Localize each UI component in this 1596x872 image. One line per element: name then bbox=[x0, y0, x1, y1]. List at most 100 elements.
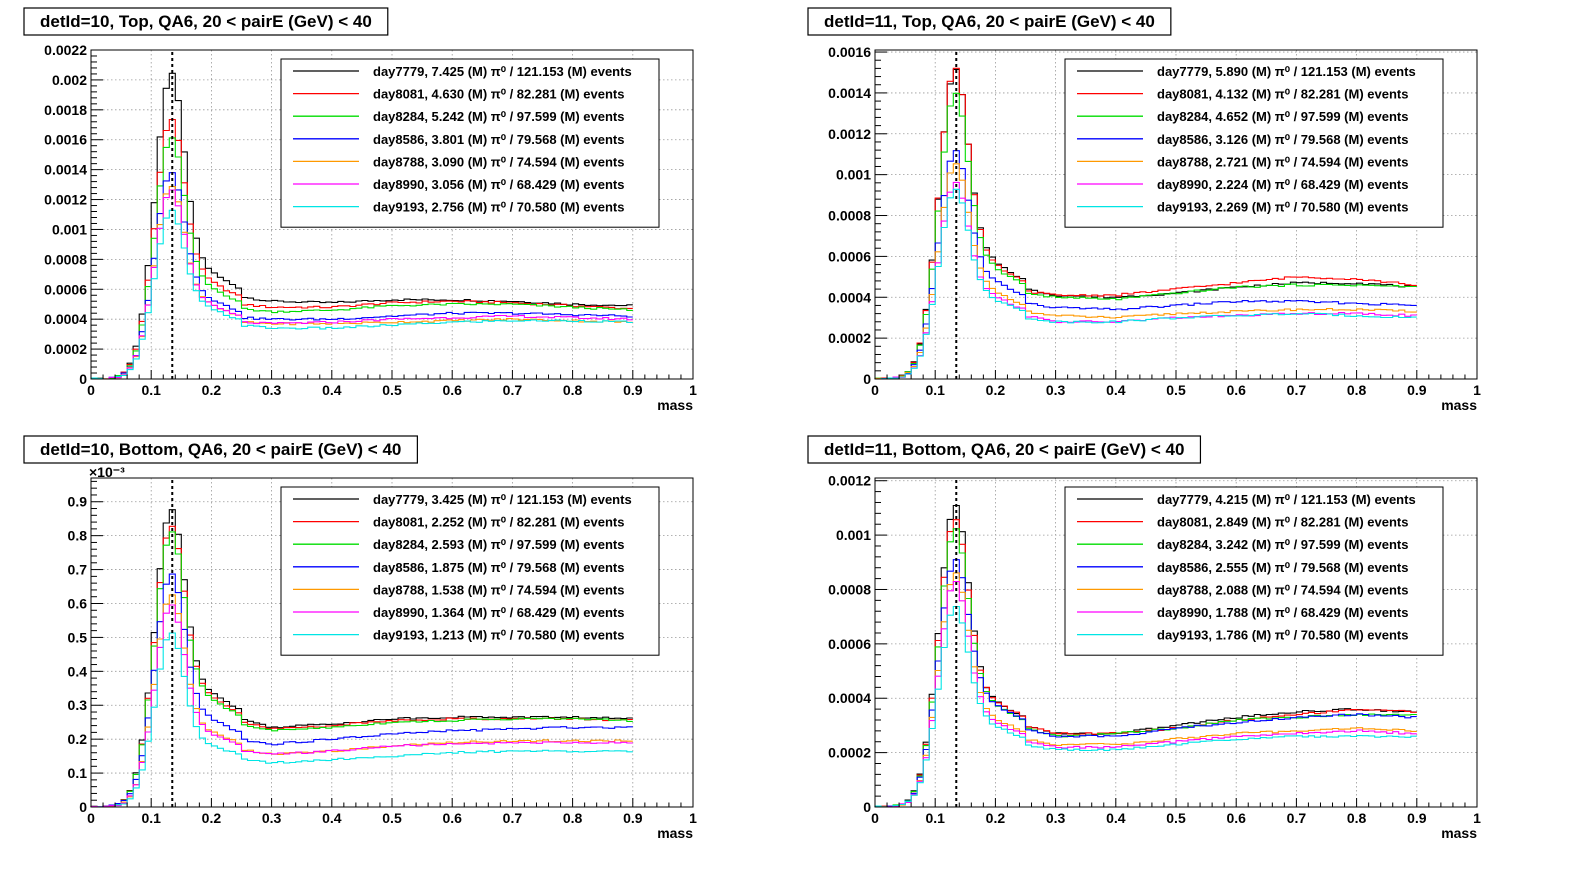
y-tick-label: 0.1 bbox=[68, 765, 88, 781]
x-tick-label: 0 bbox=[871, 382, 879, 398]
chart-title-box: detId=10, Top, QA6, 20 < pairE (GeV) < 4… bbox=[23, 7, 389, 36]
y-tick-label: 0.0002 bbox=[828, 745, 871, 761]
legend-entry: day8284, 2.593 (M) π⁰ / 97.599 (M) event… bbox=[373, 537, 624, 552]
y-tick-label: 0 bbox=[863, 799, 871, 815]
x-tick-label: 0.3 bbox=[1046, 810, 1066, 826]
legend-entry: day8081, 4.132 (M) π⁰ / 82.281 (M) event… bbox=[1157, 87, 1408, 102]
x-tick-label: 0.6 bbox=[442, 810, 462, 826]
y-tick-label: 0.0006 bbox=[44, 281, 87, 297]
y-tick-label: 0.3 bbox=[68, 697, 88, 713]
chart-panel-detid11-bottom: 0 0.1 0.2 0.3 0.4 0.5 0.6 0.7 0.8 0.9 1 mass 0 0.0002… bbox=[784, 428, 1582, 864]
x-tick-label: 0.8 bbox=[563, 810, 583, 826]
x-axis-label: mass bbox=[1441, 397, 1477, 413]
x-axis-label: mass bbox=[657, 397, 693, 413]
y-tick-label: 0.5 bbox=[68, 629, 88, 645]
y-tick-label: 0.0012 bbox=[44, 192, 87, 208]
x-tick-label: 0.8 bbox=[1347, 810, 1367, 826]
x-tick-label: 0.2 bbox=[986, 810, 1006, 826]
y-tick-label: 0 bbox=[79, 371, 87, 387]
x-axis-label: mass bbox=[1441, 825, 1477, 841]
x-tick-label: 0.2 bbox=[202, 382, 222, 398]
histogram-series-day9193 bbox=[91, 632, 633, 808]
y-tick-label: 0.0002 bbox=[828, 330, 871, 346]
legend-entry: day8586, 3.126 (M) π⁰ / 79.568 (M) event… bbox=[1157, 132, 1408, 147]
histogram-series-day8586 bbox=[90, 573, 633, 808]
x-tick-label: 0.4 bbox=[322, 382, 342, 398]
title-frame bbox=[807, 435, 1202, 464]
histogram-series-day8586 bbox=[91, 172, 633, 380]
y-tick-label: 0.0014 bbox=[828, 85, 871, 101]
y-tick-label: 0.0004 bbox=[828, 289, 871, 305]
y-axis: 0 0.0002 0.0004 0.0006 0.0008 0.001 0.0012 0.00… bbox=[44, 42, 103, 387]
y-tick-label: 0.0008 bbox=[828, 208, 871, 224]
y-tick-label: 0.0006 bbox=[828, 248, 871, 264]
title-frame bbox=[23, 435, 418, 464]
legend-entry: day8284, 4.652 (M) π⁰ / 97.599 (M) event… bbox=[1157, 109, 1408, 124]
legend-entry: day8081, 4.630 (M) π⁰ / 82.281 (M) event… bbox=[373, 87, 624, 102]
x-tick-label: 0.3 bbox=[1046, 382, 1066, 398]
y-axis-exponent: ×10⁻³ bbox=[89, 464, 125, 480]
histogram-series-day8788 bbox=[874, 163, 1417, 380]
legend-entry: day8990, 1.788 (M) π⁰ / 68.429 (M) event… bbox=[1157, 605, 1408, 620]
legend-entry: day8990, 3.056 (M) π⁰ / 68.429 (M) event… bbox=[373, 177, 624, 192]
x-tick-label: 0.6 bbox=[1226, 810, 1246, 826]
x-tick-label: 0.7 bbox=[503, 382, 523, 398]
y-tick-label: 0.8 bbox=[68, 528, 88, 544]
legend-entry: day8788, 2.721 (M) π⁰ / 74.594 (M) event… bbox=[1157, 154, 1408, 169]
x-tick-label: 0.6 bbox=[1226, 382, 1246, 398]
x-tick-label: 0.7 bbox=[1287, 382, 1307, 398]
x-tick-label: 0.3 bbox=[262, 810, 282, 826]
legend-entry: day8586, 2.555 (M) π⁰ / 79.568 (M) event… bbox=[1157, 560, 1408, 575]
histograms bbox=[90, 72, 633, 380]
x-tick-label: 0.9 bbox=[1407, 810, 1427, 826]
y-tick-label: 0.2 bbox=[68, 731, 88, 747]
histogram-series-day8284 bbox=[91, 137, 633, 380]
x-tick-label: 0 bbox=[87, 810, 95, 826]
legend-entry: day9193, 1.786 (M) π⁰ / 70.580 (M) event… bbox=[1157, 628, 1408, 643]
y-tick-label: 0.001 bbox=[836, 527, 871, 543]
histograms bbox=[874, 67, 1417, 380]
y-tick-label: 0.001 bbox=[52, 221, 87, 237]
histograms bbox=[874, 504, 1417, 808]
legend-entry: day9193, 2.756 (M) π⁰ / 70.580 (M) event… bbox=[373, 200, 624, 215]
y-tick-label: 0.0004 bbox=[44, 311, 87, 327]
legend-entry: day8081, 2.252 (M) π⁰ / 82.281 (M) event… bbox=[373, 515, 624, 530]
chart-title: detId=11, Bottom, QA6, 20 < pairE (GeV) … bbox=[824, 440, 1184, 459]
legend-frame bbox=[1064, 58, 1444, 228]
chart-panel-detid10-bottom: 0 0.1 0.2 0.3 0.4 0.5 0.6 0.7 0.8 0.9 1 mass 0 0.1 0.2… bbox=[0, 428, 798, 864]
x-tick-label: 1 bbox=[1473, 382, 1481, 398]
legend-entry: day7779, 4.215 (M) π⁰ / 121.153 (M) even… bbox=[1157, 492, 1416, 507]
y-tick-label: 0.0018 bbox=[44, 102, 87, 118]
title-frame bbox=[23, 7, 389, 36]
y-tick-label: 0.7 bbox=[68, 562, 88, 578]
y-tick-label: 0 bbox=[863, 371, 871, 387]
histogram-series-day7779 bbox=[91, 509, 633, 808]
x-tick-label: 1 bbox=[689, 382, 697, 398]
legend: day7779, 7.425 (M) π⁰ / 121.153 (M) even… bbox=[280, 58, 660, 228]
x-tick-label: 0.2 bbox=[986, 382, 1006, 398]
histograms bbox=[90, 509, 633, 808]
x-tick-label: 0.7 bbox=[1287, 810, 1307, 826]
x-tick-label: 0.5 bbox=[382, 810, 402, 826]
y-tick-label: 0.9 bbox=[68, 494, 88, 510]
histogram-series-day9193 bbox=[874, 605, 1417, 808]
y-tick-label: 0.001 bbox=[836, 167, 871, 183]
y-tick-label: 0.6 bbox=[68, 595, 88, 611]
legend-entry: day8990, 1.364 (M) π⁰ / 68.429 (M) event… bbox=[373, 605, 624, 620]
x-tick-label: 0.1 bbox=[141, 382, 161, 398]
x-tick-label: 0.8 bbox=[563, 382, 583, 398]
legend: day7779, 4.215 (M) π⁰ / 121.153 (M) even… bbox=[1064, 486, 1444, 656]
x-tick-label: 1 bbox=[689, 810, 697, 826]
legend-entry: day7779, 7.425 (M) π⁰ / 121.153 (M) even… bbox=[373, 64, 632, 79]
legend-entry: day8788, 3.090 (M) π⁰ / 74.594 (M) event… bbox=[373, 154, 624, 169]
legend: day7779, 3.425 (M) π⁰ / 121.153 (M) even… bbox=[280, 486, 660, 656]
x-tick-label: 0.4 bbox=[322, 810, 342, 826]
histogram-series-day8990 bbox=[875, 581, 1417, 808]
y-axis: 0 0.1 0.2 0.3 0.4 0.5 0.6 0.7 0.8 0.9×10⁻³ bbox=[68, 464, 126, 815]
y-tick-label: 0.0004 bbox=[828, 690, 871, 706]
